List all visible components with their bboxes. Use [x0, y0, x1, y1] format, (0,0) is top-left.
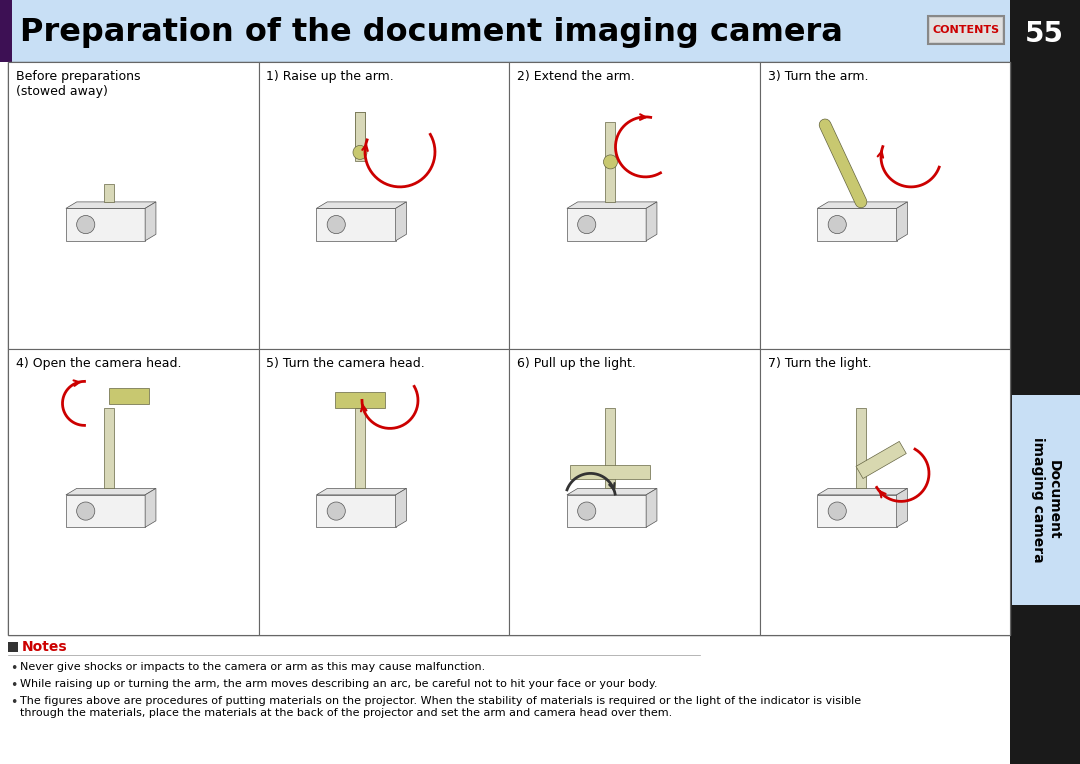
Bar [1012, 395, 1080, 605]
Polygon shape [66, 488, 156, 495]
Bar [105, 184, 114, 202]
Circle shape [578, 502, 596, 520]
Bar [818, 209, 896, 241]
Text: 5) Turn the camera head.: 5) Turn the camera head. [267, 357, 426, 370]
Bar [928, 16, 1004, 44]
Bar [355, 112, 365, 157]
Bar [856, 442, 906, 478]
Circle shape [77, 502, 95, 520]
Text: Before preparations
(stowed away): Before preparations (stowed away) [16, 70, 140, 98]
Circle shape [327, 215, 346, 234]
Polygon shape [567, 202, 657, 209]
Circle shape [353, 145, 367, 160]
Text: 3) Turn the arm.: 3) Turn the arm. [768, 70, 868, 83]
Text: •: • [10, 696, 17, 709]
Bar [8, 62, 258, 348]
Bar [759, 62, 1010, 348]
Text: Notes: Notes [22, 640, 68, 654]
Text: Never give shocks or impacts to the camera or arm as this may cause malfunction.: Never give shocks or impacts to the came… [21, 662, 485, 672]
Circle shape [77, 215, 95, 234]
Bar [109, 388, 149, 404]
Circle shape [578, 215, 596, 234]
Text: 7) Turn the light.: 7) Turn the light. [768, 357, 872, 370]
Text: •: • [10, 662, 17, 675]
Text: Preparation of the document imaging camera: Preparation of the document imaging came… [21, 17, 842, 47]
Bar [570, 465, 650, 479]
Bar [930, 18, 1002, 42]
Bar [509, 62, 759, 348]
Bar [0, 0, 12, 62]
Circle shape [327, 502, 346, 520]
Text: 6) Pull up the light.: 6) Pull up the light. [517, 357, 636, 370]
Text: The figures above are procedures of putting materials on the projector. When the: The figures above are procedures of putt… [21, 696, 861, 717]
Polygon shape [646, 202, 657, 241]
Text: While raising up or turning the arm, the arm moves describing an arc, be careful: While raising up or turning the arm, the… [21, 679, 658, 689]
Circle shape [604, 155, 618, 169]
Text: Document
imaging camera: Document imaging camera [1031, 437, 1061, 563]
Bar [355, 112, 365, 161]
Bar [355, 409, 365, 488]
Bar [606, 122, 616, 202]
Bar [258, 62, 509, 348]
Polygon shape [66, 202, 156, 209]
Polygon shape [818, 488, 907, 495]
Bar [856, 409, 866, 488]
Bar [606, 409, 616, 488]
Text: •: • [10, 679, 17, 692]
Polygon shape [145, 488, 156, 527]
Text: 55: 55 [1025, 20, 1064, 48]
Bar [316, 209, 395, 241]
Bar [818, 495, 896, 527]
Bar [759, 348, 1010, 635]
Bar [8, 62, 1010, 635]
Polygon shape [646, 488, 657, 527]
Polygon shape [567, 488, 657, 495]
Circle shape [828, 502, 847, 520]
Text: 1) Raise up the arm.: 1) Raise up the arm. [267, 70, 394, 83]
Bar [0, 0, 1010, 62]
Polygon shape [896, 202, 907, 241]
Bar [66, 495, 145, 527]
Text: 2) Extend the arm.: 2) Extend the arm. [517, 70, 635, 83]
Text: 4) Open the camera head.: 4) Open the camera head. [16, 357, 181, 370]
Bar [258, 348, 509, 635]
Bar [567, 495, 646, 527]
Polygon shape [395, 202, 406, 241]
Bar [1010, 0, 1080, 764]
Bar [8, 642, 18, 652]
Polygon shape [896, 488, 907, 527]
Bar [105, 409, 114, 488]
Text: CONTENTS: CONTENTS [932, 25, 1000, 35]
Polygon shape [145, 202, 156, 241]
Polygon shape [395, 488, 406, 527]
Polygon shape [316, 488, 406, 495]
Bar [316, 495, 395, 527]
Bar [335, 393, 384, 409]
Bar [8, 348, 258, 635]
Bar [509, 348, 759, 635]
Circle shape [828, 215, 847, 234]
Polygon shape [316, 202, 406, 209]
Bar [66, 209, 145, 241]
Polygon shape [818, 202, 907, 209]
Bar [567, 209, 646, 241]
